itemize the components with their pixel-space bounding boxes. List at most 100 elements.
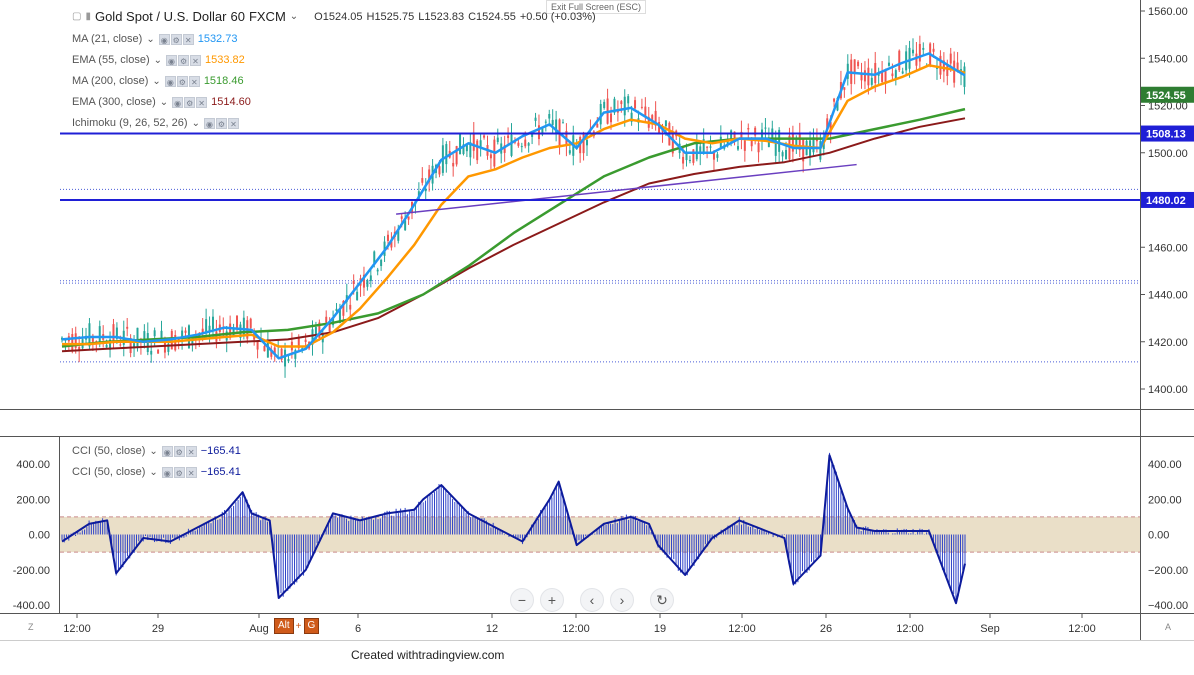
candle-body: [702, 139, 705, 154]
time-tick-label: 12:00: [728, 623, 756, 635]
chevron-down-icon[interactable]: ⌄: [149, 466, 158, 478]
close-icon[interactable]: ✕: [182, 33, 194, 45]
candle-body: [709, 146, 712, 148]
indicator-legend-row[interactable]: EMA (300, close) ⌄ ◉ ⚙ ✕ 1514.60: [72, 96, 251, 108]
zoom-out-button[interactable]: −: [510, 588, 534, 612]
candle-body: [706, 146, 709, 148]
candle-body: [143, 331, 146, 343]
eye-icon[interactable]: ◉: [158, 33, 170, 45]
ma-21-line: [61, 52, 966, 360]
scroll-back-button[interactable]: ‹: [580, 588, 604, 612]
auto-scale-button[interactable]: A: [1165, 622, 1172, 632]
indicator-legend-row[interactable]: EMA (55, close) ⌄ ◉ ⚙ ✕ 1533.82: [72, 54, 245, 66]
eye-icon[interactable]: ◉: [172, 96, 184, 108]
close-icon[interactable]: ✕: [185, 445, 197, 457]
candle-body: [692, 149, 695, 163]
candle-body: [397, 229, 400, 241]
cci-legend-row[interactable]: CCI (50, close) ⌄ ◉ ⚙ ✕ −165.41: [72, 466, 241, 478]
candle-body: [640, 106, 643, 108]
candle-body: [201, 328, 204, 334]
candle-body: [898, 50, 901, 71]
gear-icon[interactable]: ⚙: [170, 33, 182, 45]
candle-body: [428, 169, 431, 183]
reset-chart-button[interactable]: ↻: [650, 588, 674, 612]
candle-body: [936, 67, 939, 69]
eye-icon[interactable]: ◉: [161, 466, 173, 478]
indicator-buttons: ◉ ⚙ ✕: [161, 445, 197, 457]
hotkey-plus: +: [295, 620, 302, 632]
chevron-down-icon[interactable]: ⌄: [191, 117, 200, 129]
candle-body: [942, 60, 945, 72]
candle-body: [795, 138, 798, 147]
candle-body: [380, 259, 383, 267]
candle-body: [362, 274, 365, 288]
indicator-value: −165.41: [200, 466, 241, 478]
scroll-forward-button[interactable]: ›: [610, 588, 634, 612]
candle-body: [112, 324, 115, 342]
gear-icon[interactable]: ⚙: [173, 466, 185, 478]
eye-icon[interactable]: ◉: [166, 54, 178, 66]
close-icon[interactable]: ✕: [227, 117, 239, 129]
candle-body: [153, 330, 156, 337]
candle-body: [651, 115, 654, 120]
candle-body: [654, 110, 657, 126]
zoom-in-button[interactable]: +: [540, 588, 564, 612]
chevron-down-icon[interactable]: ⌄: [159, 96, 169, 108]
chevron-down-icon[interactable]: ⌄: [152, 75, 161, 87]
candle-body: [184, 330, 187, 333]
chevron-down-icon[interactable]: ⌄: [149, 445, 158, 457]
symbol-name[interactable]: Gold Spot / U.S. Dollar: [94, 9, 227, 24]
candle-body: [630, 112, 633, 122]
cci-legend-row[interactable]: CCI (50, close) ⌄ ◉ ⚙ ✕ −165.41: [72, 445, 241, 457]
chevron-down-icon[interactable]: ⌄: [289, 11, 299, 22]
candle-body: [263, 346, 266, 352]
eye-icon[interactable]: ▢: [72, 11, 82, 22]
candle-body: [517, 142, 520, 146]
close-icon[interactable]: ✕: [185, 466, 197, 478]
candle-body: [160, 330, 163, 340]
cci-line: [61, 454, 966, 605]
chevron-down-icon[interactable]: ⌄: [153, 54, 163, 66]
time-tick-label: 12:00: [63, 623, 91, 635]
candle-body: [373, 251, 376, 264]
ohlc-open: O1524.05: [314, 10, 363, 23]
eye-icon[interactable]: ◉: [203, 117, 215, 129]
indicator-legend-row[interactable]: MA (200, close) ⌄ ◉ ⚙ ✕ 1518.46: [72, 75, 244, 87]
gear-icon[interactable]: ⚙: [178, 54, 190, 66]
close-icon[interactable]: ✕: [196, 96, 208, 108]
candle-body: [726, 140, 729, 146]
close-icon[interactable]: ✕: [190, 54, 202, 66]
chevron-down-icon[interactable]: ⌄: [146, 33, 155, 45]
candle-body: [424, 188, 427, 192]
candle-body: [174, 335, 177, 351]
candle-body: [390, 241, 393, 248]
symbol-legend: ▢ ▮ Gold Spot / U.S. Dollar 60 FXCM ⌄ O1…: [72, 9, 596, 24]
candle-body: [356, 291, 359, 301]
gear-icon[interactable]: ⚙: [184, 96, 196, 108]
candle-body: [747, 128, 750, 130]
goto-date-hotkey[interactable]: Alt + G: [274, 618, 320, 634]
eye-icon[interactable]: ◉: [164, 75, 176, 87]
candle-body: [743, 140, 746, 151]
chart-navigation-toolbar: − + ‹ › ↻: [510, 588, 674, 612]
candle-body: [610, 113, 613, 123]
gear-icon[interactable]: ⚙: [173, 445, 185, 457]
indicator-legend-row[interactable]: Ichimoku (9, 26, 52, 26) ⌄ ◉ ⚙ ✕: [72, 117, 243, 129]
eye-icon[interactable]: ◉: [161, 445, 173, 457]
candle-body: [603, 101, 606, 109]
candle-body: [781, 152, 784, 157]
gear-icon[interactable]: ⚙: [176, 75, 188, 87]
candle-body: [644, 106, 647, 117]
gear-icon[interactable]: ⚙: [215, 117, 227, 129]
candle-body: [582, 134, 585, 154]
time-tick-label: 12: [486, 623, 498, 635]
zoom-corner-button[interactable]: Z: [28, 622, 34, 632]
indicator-legend-row[interactable]: MA (21, close) ⌄ ◉ ⚙ ✕ 1532.73: [72, 33, 237, 45]
exit-fullscreen-hint[interactable]: Exit Full Screen (ESC): [546, 0, 647, 14]
close-icon[interactable]: ✕: [188, 75, 200, 87]
indicator-value: 1518.46: [203, 75, 244, 87]
time-tick-label: 12:00: [1068, 623, 1096, 635]
candle-body: [860, 73, 863, 81]
